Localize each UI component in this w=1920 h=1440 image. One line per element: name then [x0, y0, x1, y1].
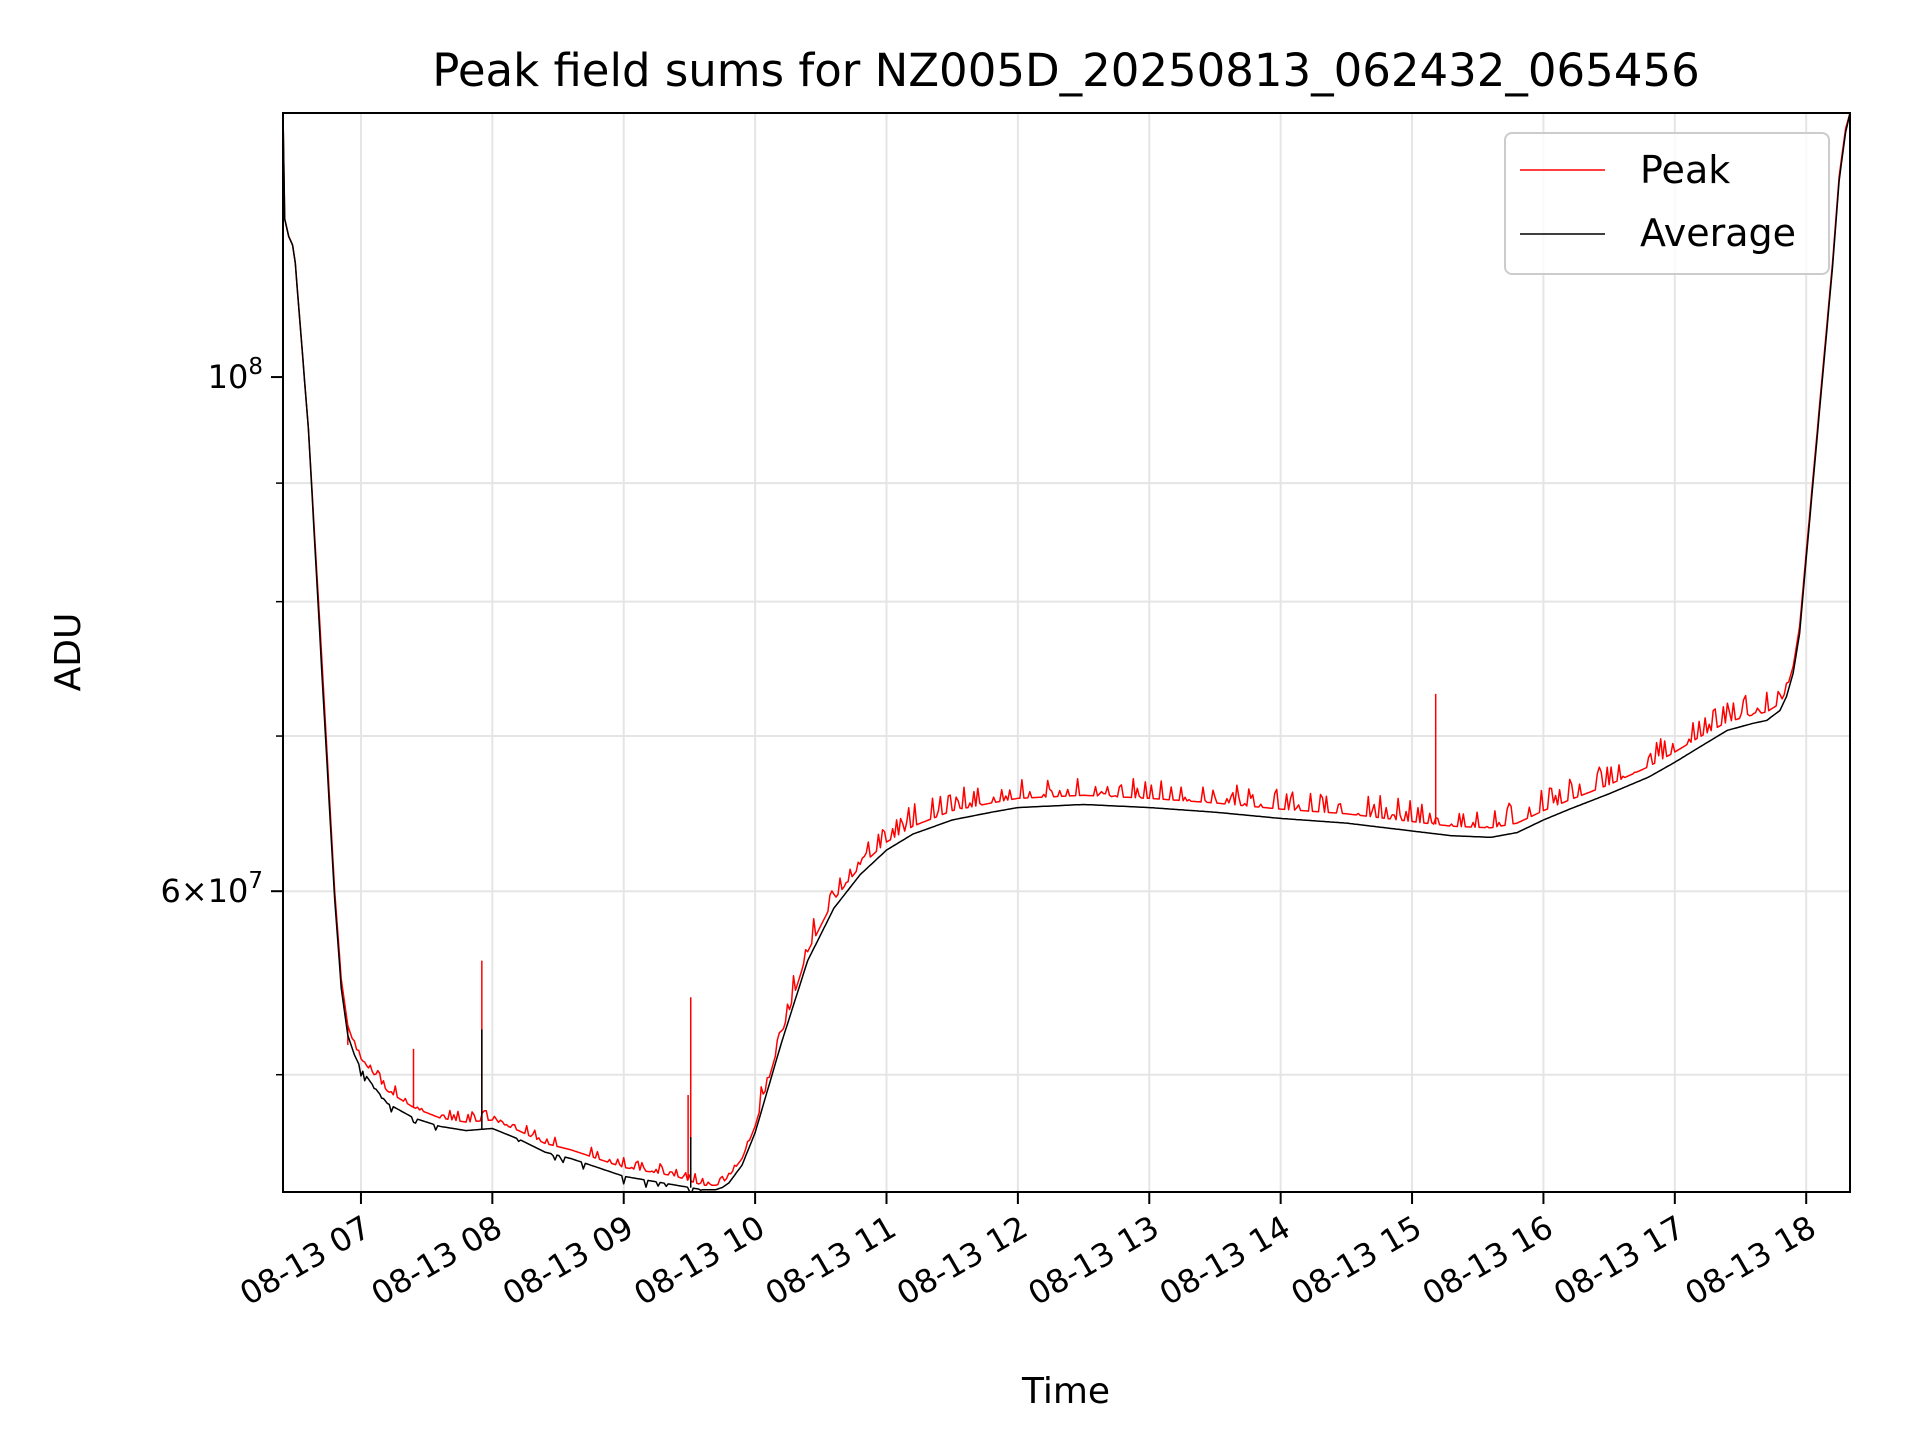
x-axis-label: Time: [1021, 1371, 1110, 1412]
y-axis-label: ADU: [48, 613, 89, 692]
series-line-peak: [283, 113, 1850, 1186]
y-axis: 108 6×107: [160, 354, 283, 1076]
series-line-average: [283, 113, 1850, 1192]
legend: Peak Average: [1504, 132, 1830, 275]
series-layer: [283, 113, 1850, 1192]
grid-lines: [283, 113, 1850, 1192]
chart-title: Peak field sums for NZ005D_20250813_0624…: [432, 44, 1699, 97]
plot-frame: [282, 112, 1851, 1193]
legend-box: [1504, 132, 1830, 275]
plot-area: [283, 113, 1850, 1192]
y-tick-label: 6×107: [160, 868, 263, 910]
y-tick-label: 108: [208, 354, 263, 396]
legend-average-label: Average: [1640, 211, 1796, 255]
legend-peak-label: Peak: [1640, 148, 1730, 192]
